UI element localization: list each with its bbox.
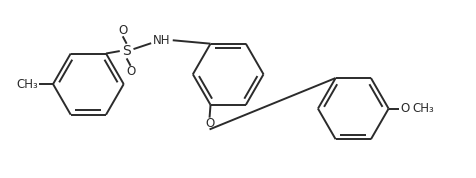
- Text: O: O: [205, 117, 214, 130]
- Text: NH: NH: [153, 34, 171, 47]
- Text: CH₃: CH₃: [412, 102, 434, 115]
- Text: CH₃: CH₃: [17, 78, 39, 91]
- Text: O: O: [126, 65, 135, 78]
- Text: O: O: [118, 24, 128, 37]
- Text: S: S: [122, 44, 131, 58]
- Text: O: O: [400, 102, 410, 115]
